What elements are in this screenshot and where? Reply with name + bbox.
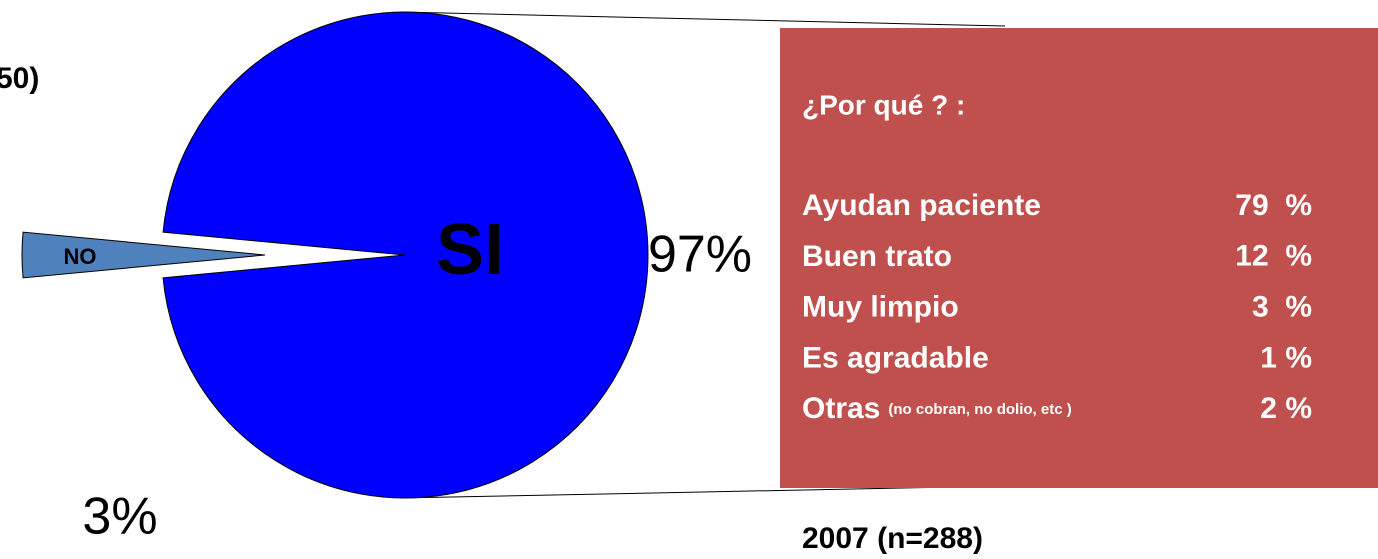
reasons-box xyxy=(780,28,1378,488)
reason-name: Buen trato xyxy=(802,240,952,273)
reason-label: Muy limpio xyxy=(802,291,959,324)
reason-name: Ayudan paciente xyxy=(802,189,1041,222)
reason-name: Muy limpio xyxy=(802,291,959,324)
reason-label: Buen trato xyxy=(802,240,952,273)
connector-line xyxy=(399,11,1006,27)
chart-title: 50) xyxy=(0,62,39,95)
slice-value-label: 97% xyxy=(648,226,752,284)
slice-value-label: 3% xyxy=(82,488,157,546)
slice-label: NO xyxy=(64,244,97,269)
reason-value: 2 % xyxy=(1260,392,1312,425)
pie-slice xyxy=(162,11,649,499)
reason-value: 1 % xyxy=(1260,341,1312,374)
reason-name: Es agradable xyxy=(802,341,989,374)
reason-value: 79 % xyxy=(1235,189,1312,222)
reason-label: Otras (no cobran, no dolio, etc ) xyxy=(802,392,1072,425)
slice-label: SI xyxy=(436,210,504,290)
reason-value: 12 % xyxy=(1235,240,1312,273)
footer: 2007 (n=288) xyxy=(802,522,983,555)
reasons-title: ¿Por qué ? : xyxy=(802,89,965,120)
pie-slice xyxy=(21,231,266,279)
reason-label: Ayudan paciente xyxy=(802,189,1041,222)
reason-note: (no cobran, no dolio, etc ) xyxy=(888,401,1071,418)
reason-value: 3 % xyxy=(1252,291,1312,324)
reason-label: Es agradable xyxy=(802,341,989,374)
reason-name: Otras xyxy=(802,392,880,425)
